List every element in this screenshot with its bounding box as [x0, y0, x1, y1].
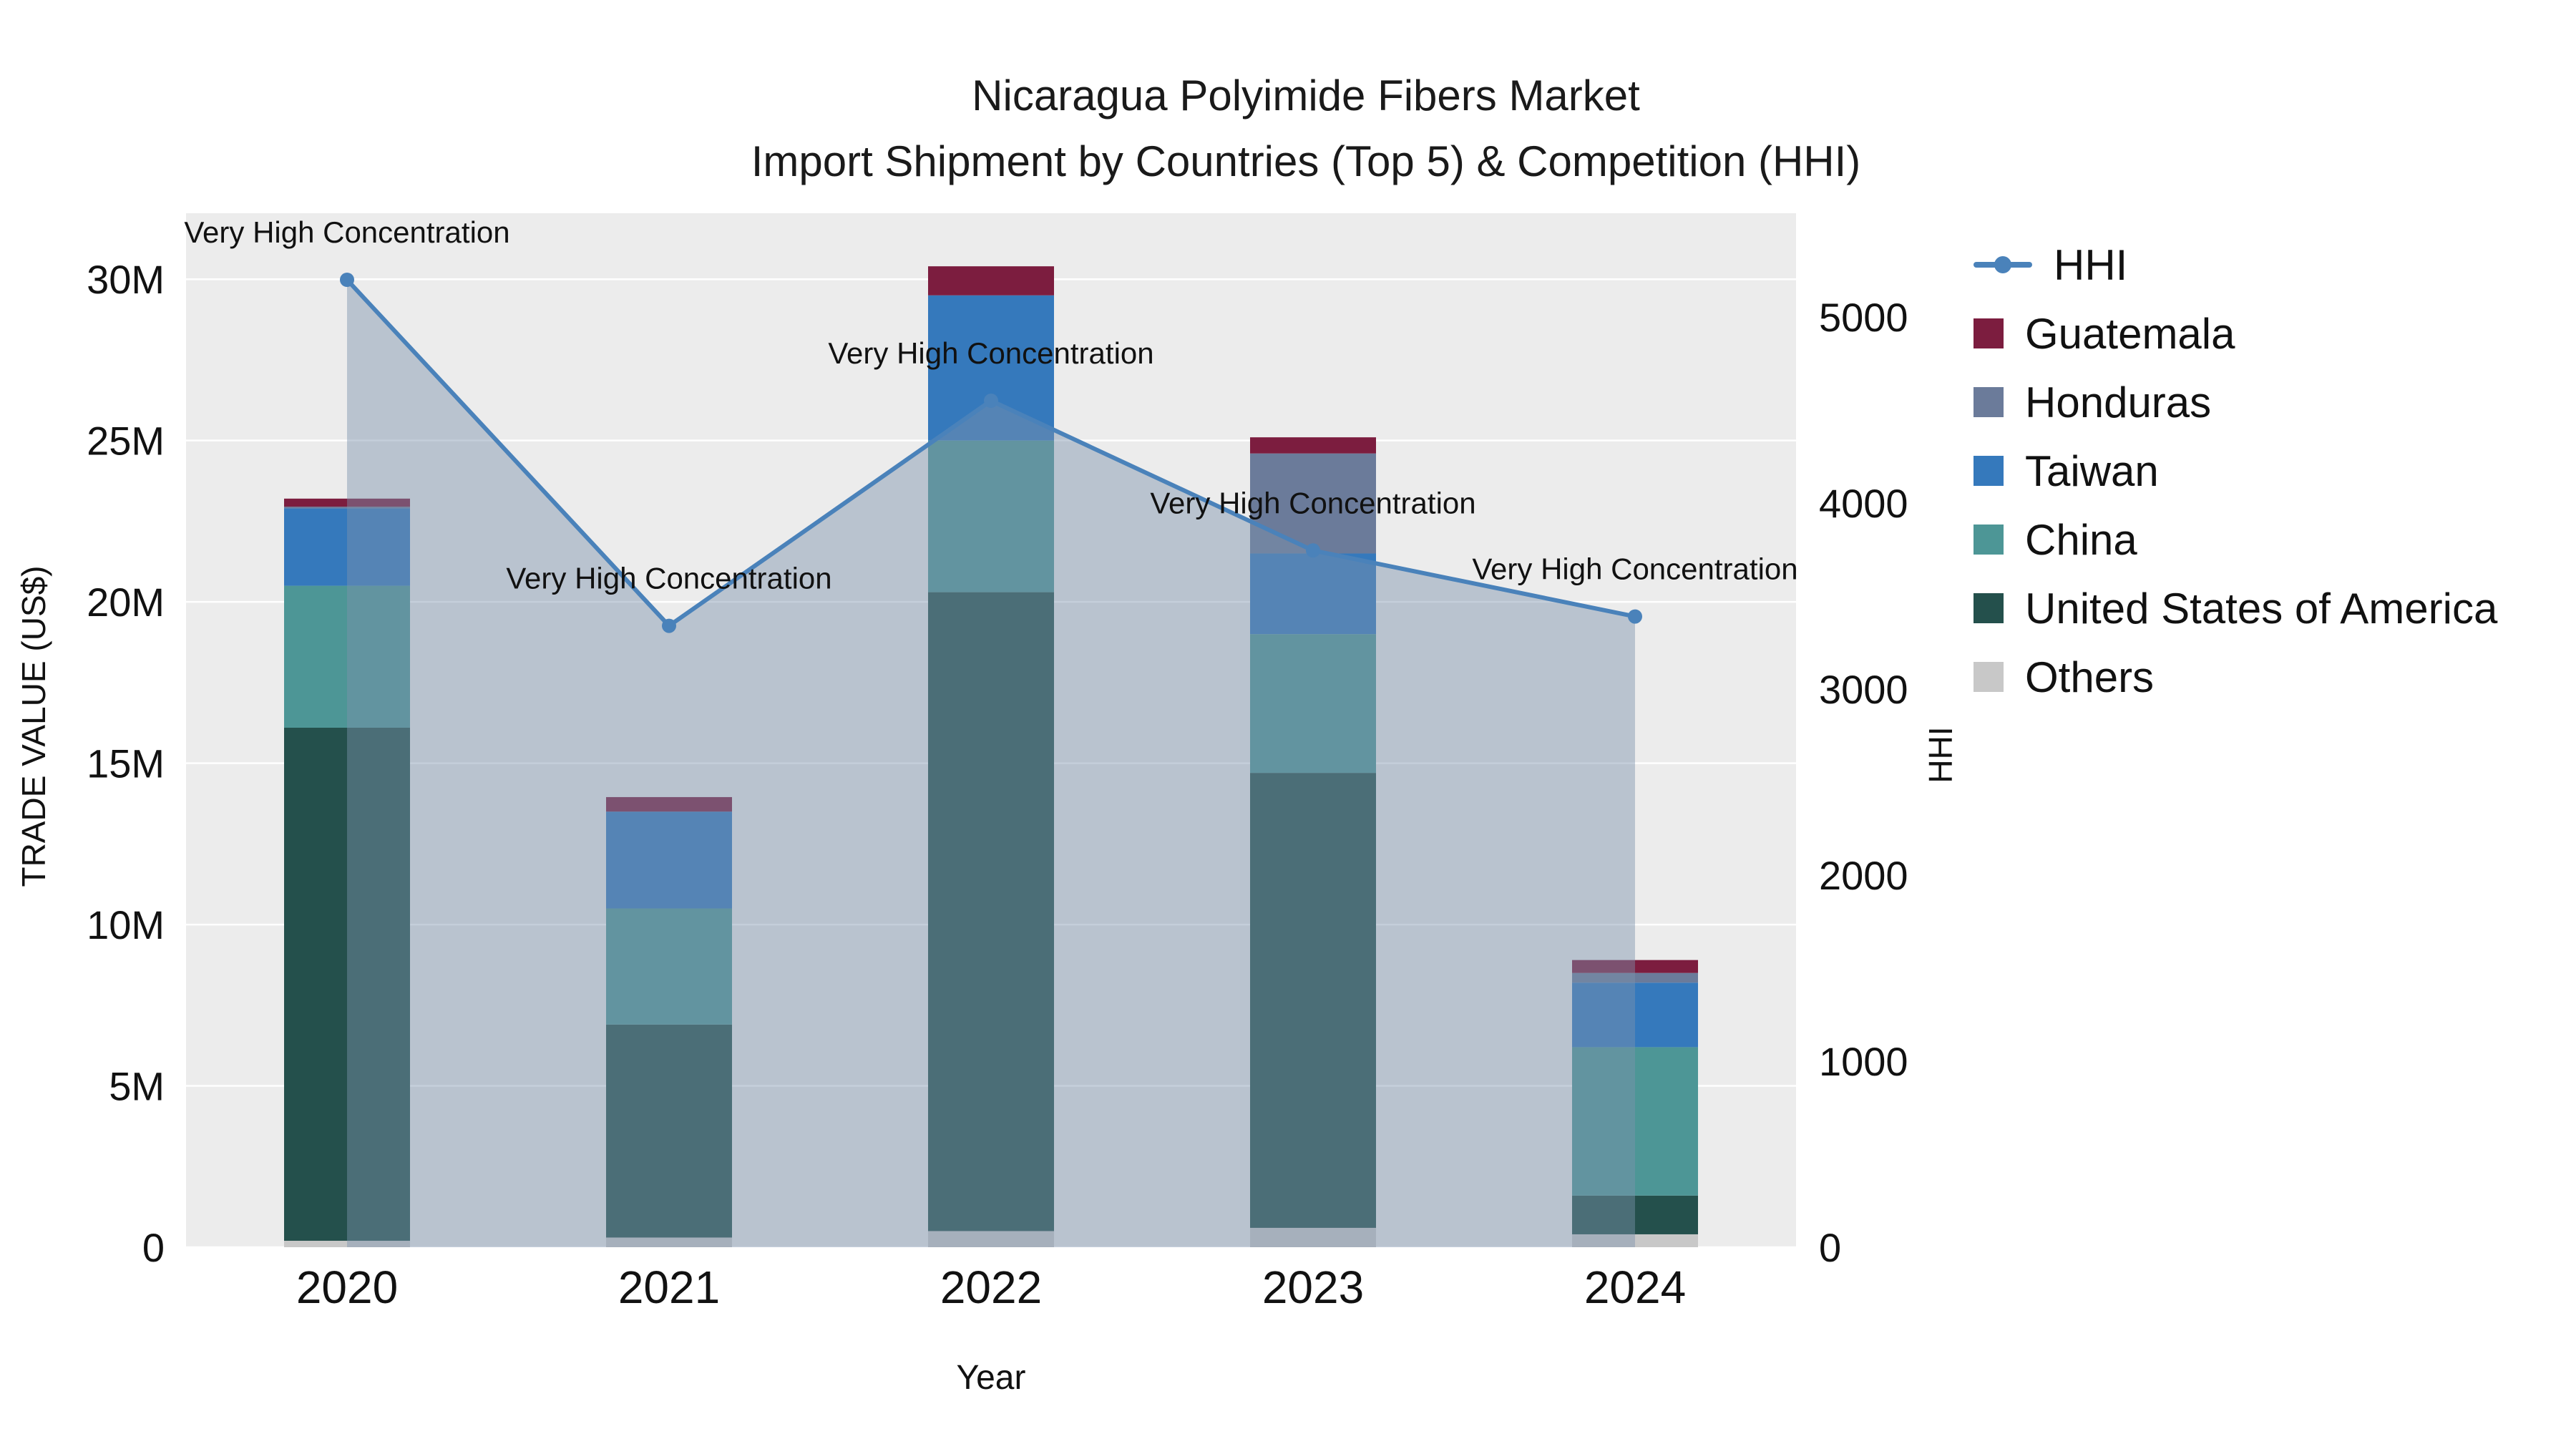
x-tick-2020: 2020 — [296, 1262, 398, 1313]
chart-title-line1: Nicaragua Polyimide Fibers Market — [972, 72, 1640, 119]
bar-segment-guatemala-2021 — [606, 796, 732, 812]
hhi-area-fill — [347, 280, 1635, 1247]
legend-color-swatch-icon — [1974, 662, 2004, 692]
bar-segment-united-states-of-america-2021 — [606, 1024, 732, 1238]
bar-segment-taiwan-2023 — [1250, 553, 1376, 635]
y-left-tick-0: 0 — [142, 1225, 165, 1270]
bar-segment-others-2021 — [606, 1237, 732, 1247]
legend-color-swatch-icon — [1974, 456, 2004, 486]
x-axis-label: Year — [956, 1359, 1026, 1397]
bar-segment-others-2022 — [928, 1231, 1054, 1247]
y-right-tick-2000: 2000 — [1819, 853, 1908, 898]
bar-segment-taiwan-2022 — [928, 295, 1054, 441]
legend-color-swatch-icon — [1974, 525, 2004, 555]
bar-segment-china-2020 — [284, 585, 410, 728]
hhi-line-swatch-icon — [1974, 256, 2032, 273]
hhi-point-2020 — [340, 273, 354, 287]
legend-label: China — [2025, 515, 2137, 564]
bar-segment-guatemala-2023 — [1250, 437, 1376, 454]
bar-segment-others-2020 — [284, 1240, 410, 1247]
y-right-tick-0: 0 — [1819, 1225, 1841, 1270]
legend-color-swatch-icon — [1974, 387, 2004, 417]
bar-segment-others-2024 — [1572, 1234, 1698, 1247]
bar-segment-united-states-of-america-2020 — [284, 727, 410, 1241]
chart-title-line2: Import Shipment by Countries (Top 5) & C… — [751, 137, 1861, 185]
legend-label: Honduras — [2025, 378, 2212, 426]
bar-segment-honduras-2020 — [284, 507, 410, 509]
bar-segment-united-states-of-america-2024 — [1572, 1195, 1698, 1234]
legend-item-taiwan: Taiwan — [1974, 436, 2497, 505]
bar-segment-guatemala-2020 — [284, 498, 410, 507]
y-right-tick-3000: 3000 — [1819, 667, 1908, 712]
y-axis-right-label: HHI — [1922, 726, 1959, 784]
hhi-point-2023 — [1306, 543, 1320, 558]
legend-color-swatch-icon — [1974, 318, 2004, 348]
y-right-tick-4000: 4000 — [1819, 481, 1908, 526]
y-left-tick-30M: 30M — [87, 257, 165, 302]
legend-label: Others — [2025, 653, 2155, 701]
x-tick-2021: 2021 — [618, 1262, 720, 1313]
legend-item-others: Others — [1974, 643, 2497, 711]
bar-segment-china-2023 — [1250, 634, 1376, 774]
hhi-point-2021 — [662, 618, 676, 633]
hhi-point-2022 — [984, 394, 998, 408]
y-left-tick-20M: 20M — [87, 580, 165, 625]
y-axis-left-label: TRADE VALUE (US$) — [15, 565, 52, 887]
legend-label: United States of America — [2025, 584, 2498, 633]
y-left-tick-25M: 25M — [87, 419, 165, 464]
legend-item-hhi: HHI — [1974, 230, 2497, 299]
bar-segment-china-2021 — [606, 908, 732, 1025]
bar-segment-taiwan-2021 — [606, 811, 732, 909]
legend-item-china: China — [1974, 505, 2497, 574]
bar-segment-guatemala-2022 — [928, 266, 1054, 296]
legend-label: HHI — [2054, 240, 2128, 289]
bar-segment-taiwan-2024 — [1572, 982, 1698, 1048]
legend: HHI Guatemala Honduras Taiwan China United St… — [1974, 230, 2497, 711]
legend-item-guatemala: Guatemala — [1974, 299, 2497, 368]
annotation-2021: Very High Concentration — [506, 562, 831, 595]
y-left-tick-15M: 15M — [87, 741, 165, 786]
annotation-2022: Very High Concentration — [828, 336, 1153, 370]
chart-title: Nicaragua Polyimide Fibers Market Import… — [447, 63, 2165, 195]
x-tick-2024: 2024 — [1584, 1262, 1686, 1313]
bar-segment-guatemala-2024 — [1572, 960, 1698, 973]
legend-item-united-states-of-america: United States of America — [1974, 574, 2497, 643]
bar-segment-united-states-of-america-2022 — [928, 592, 1054, 1231]
y-left-tick-5M: 5M — [109, 1064, 165, 1109]
x-tick-2023: 2023 — [1262, 1262, 1364, 1313]
bar-segment-china-2024 — [1572, 1047, 1698, 1196]
hhi-point-2024 — [1628, 609, 1642, 624]
annotation-2020: Very High Concentration — [184, 215, 509, 249]
annotation-2023: Very High Concentration — [1150, 486, 1475, 519]
x-tick-2022: 2022 — [940, 1262, 1042, 1313]
y-right-tick-5000: 5000 — [1819, 295, 1908, 340]
legend-label: Taiwan — [2025, 447, 2159, 495]
bar-segment-others-2023 — [1250, 1227, 1376, 1247]
bar-segment-china-2022 — [928, 440, 1054, 592]
annotation-2024: Very High Concentration — [1472, 552, 1797, 586]
y-left-tick-10M: 10M — [87, 902, 165, 947]
y-right-tick-1000: 1000 — [1819, 1039, 1908, 1084]
legend-label: Guatemala — [2025, 309, 2235, 358]
legend-color-swatch-icon — [1974, 593, 2004, 623]
bar-segment-taiwan-2020 — [284, 508, 410, 586]
bar-segment-united-states-of-america-2023 — [1250, 773, 1376, 1228]
bar-segment-honduras-2023 — [1250, 453, 1376, 554]
hhi-marker-dot-icon — [1994, 256, 2011, 273]
legend-item-honduras: Honduras — [1974, 368, 2497, 436]
bar-segment-honduras-2024 — [1572, 972, 1698, 983]
